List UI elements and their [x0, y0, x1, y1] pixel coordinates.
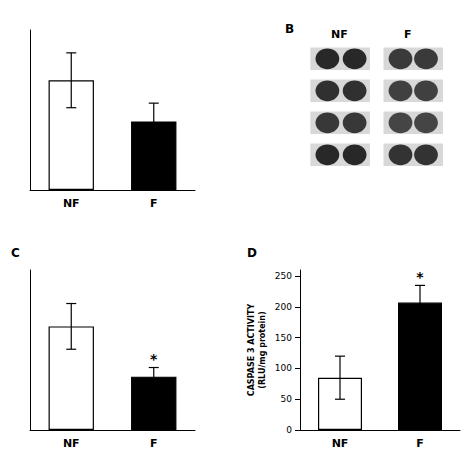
- svg-text:*: *: [416, 269, 424, 285]
- svg-text:200: 200: [275, 302, 292, 312]
- svg-text:NF: NF: [331, 28, 348, 41]
- svg-text:C: C: [11, 246, 20, 260]
- svg-text:NF: NF: [332, 437, 349, 450]
- svg-text:150: 150: [275, 333, 292, 343]
- svg-text:0: 0: [286, 425, 292, 435]
- svg-text:F: F: [404, 28, 412, 41]
- svg-text:NF: NF: [63, 197, 80, 210]
- svg-text:CASPASE 3 ACTIVITY: CASPASE 3 ACTIVITY: [247, 304, 256, 397]
- svg-text:F: F: [416, 437, 424, 450]
- svg-text:NF: NF: [63, 437, 80, 450]
- svg-text:D: D: [247, 246, 257, 260]
- svg-text:250: 250: [275, 271, 292, 281]
- svg-text:100: 100: [275, 363, 292, 373]
- svg-text:B: B: [285, 22, 294, 36]
- svg-text:50: 50: [281, 394, 293, 404]
- svg-text:*: *: [150, 351, 158, 367]
- svg-text:F: F: [150, 437, 158, 450]
- svg-text:F: F: [150, 197, 158, 210]
- svg-text:(RLU/mg protein): (RLU/mg protein): [258, 311, 267, 388]
